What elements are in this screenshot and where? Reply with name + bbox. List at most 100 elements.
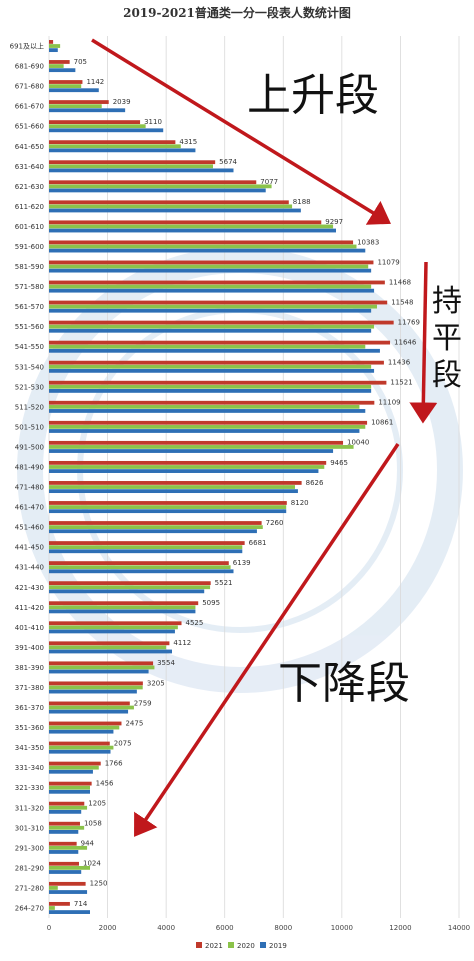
data-labels: 705 1142 2039 3110 4315 5674 7077 8188 9297 10383… — [74, 58, 420, 908]
bar-2020 — [49, 204, 293, 209]
bar-2020 — [49, 565, 231, 570]
bar-2019 — [49, 709, 129, 714]
bar-2019 — [49, 469, 319, 473]
bar-2020 — [49, 585, 211, 590]
bar-2020 — [49, 505, 287, 509]
bar-2021 — [49, 581, 211, 586]
bar-2019 — [49, 168, 234, 173]
x-tick-label: 8000 — [274, 924, 292, 932]
bar-2020 — [49, 104, 102, 109]
bar-2019 — [49, 549, 243, 554]
data-label: 714 — [74, 900, 88, 908]
bar-2020 — [49, 304, 377, 309]
category-label: 271-280 — [15, 884, 44, 892]
data-label: 7077 — [260, 178, 278, 186]
bar-2021 — [49, 661, 154, 666]
category-label: 511-520 — [15, 403, 44, 411]
x-tick-label: 0 — [47, 924, 51, 932]
bar-2020 — [49, 485, 295, 489]
bar-2019 — [49, 288, 375, 293]
bar-2020 — [49, 785, 90, 790]
bar-2021 — [49, 521, 262, 525]
bar-2019 — [49, 669, 149, 674]
bar-2020 — [49, 144, 181, 149]
bar-2021 — [49, 260, 374, 265]
bar-2021 — [49, 100, 109, 104]
bar-2021 — [49, 180, 257, 185]
bar-2019 — [49, 328, 372, 333]
bar-2021 — [49, 861, 79, 866]
data-label: 3205 — [147, 679, 165, 687]
bar-2021 — [49, 300, 388, 305]
category-label: 411-420 — [15, 604, 44, 612]
bar-2021 — [49, 741, 110, 746]
data-label: 2759 — [134, 699, 152, 707]
bar-2020 — [49, 124, 146, 129]
category-label: 291-300 — [15, 844, 44, 852]
x-tick-label: 10000 — [331, 924, 353, 932]
category-label: 591-600 — [15, 243, 44, 251]
category-label: 451-460 — [15, 524, 44, 532]
bar-2019 — [49, 829, 79, 834]
bar-2021 — [49, 801, 85, 806]
bar-2021 — [49, 360, 384, 365]
plateau-label-1: 持 — [432, 284, 462, 319]
falling-label: 下降段 — [278, 658, 410, 709]
category-label: 521-530 — [15, 383, 44, 391]
bar-2019 — [49, 388, 372, 393]
category-label: 471-480 — [15, 484, 44, 492]
data-label: 5095 — [202, 599, 220, 607]
bar-2019 — [49, 208, 301, 213]
data-label: 11079 — [377, 258, 399, 266]
bar-2021 — [49, 380, 387, 385]
data-label: 1205 — [88, 800, 106, 808]
bar-2020 — [49, 845, 88, 850]
bar-2019 — [49, 348, 380, 353]
data-label: 705 — [74, 58, 87, 66]
rising-arrow — [91, 38, 391, 225]
category-label: 441-450 — [15, 544, 44, 552]
bar-2020 — [49, 324, 375, 329]
bar-2021 — [49, 561, 229, 566]
bar-2021 — [49, 400, 375, 405]
data-label: 1766 — [105, 759, 123, 767]
bar-2020 — [49, 906, 55, 910]
bar-2020 — [49, 805, 88, 810]
bar-2020 — [49, 865, 90, 870]
bar-2020 — [49, 64, 64, 68]
category-label: 371-380 — [15, 684, 44, 692]
data-label: 1250 — [90, 880, 108, 888]
bar-2019 — [49, 68, 76, 73]
bar-2021 — [49, 440, 344, 445]
bar-2021 — [49, 841, 77, 846]
bar-2021 — [49, 200, 289, 205]
bar-2020 — [49, 685, 143, 690]
legend-label: 2020 — [237, 942, 255, 950]
data-label: 8188 — [293, 198, 311, 206]
data-label: 11521 — [390, 379, 412, 387]
category-label: 551-560 — [15, 323, 44, 331]
bar-2020 — [49, 264, 369, 269]
bar-2021 — [49, 781, 92, 786]
category-label: 681-690 — [15, 63, 44, 71]
bar-2020 — [49, 705, 134, 710]
category-label: 301-310 — [15, 824, 44, 832]
bar-2021 — [49, 240, 354, 245]
bar-2020 — [49, 725, 120, 730]
bar-2020 — [49, 424, 366, 429]
bar-2020 — [49, 44, 61, 48]
category-label: 691及以上 — [10, 42, 44, 51]
bar-2021 — [49, 501, 287, 505]
data-label: 1024 — [83, 860, 101, 868]
legend-swatch-2021 — [196, 942, 202, 948]
bar-2019 — [49, 429, 360, 433]
bar-2021 — [49, 420, 368, 425]
plateau-label-2: 平 — [432, 321, 462, 356]
category-label: 351-360 — [15, 724, 44, 732]
bar-2021 — [49, 761, 101, 766]
data-label: 10383 — [357, 238, 379, 246]
data-label: 6139 — [233, 559, 251, 567]
category-label: 531-540 — [15, 363, 44, 371]
category-label: 341-350 — [15, 744, 44, 752]
bar-2020 — [49, 465, 325, 469]
